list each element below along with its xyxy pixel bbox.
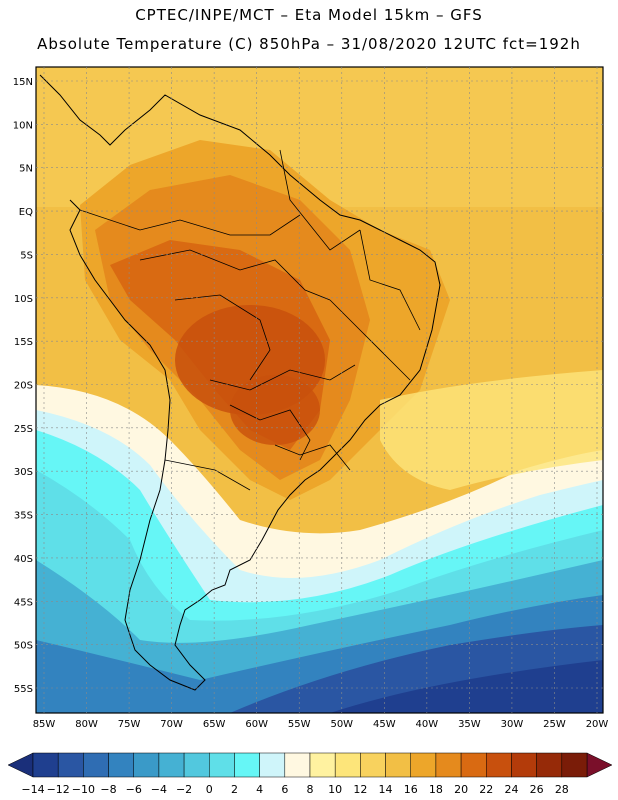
lon-label: 75W (118, 719, 141, 730)
colorbar-label: 6 (281, 783, 288, 796)
country-borders (79, 149, 421, 491)
colorbar-swatch (536, 752, 563, 778)
lon-label: 55W (288, 719, 311, 730)
colorbar-swatch (561, 752, 588, 778)
lon-label: 70W (160, 719, 183, 730)
map-frame (35, 66, 604, 714)
colorbar-swatch (83, 752, 109, 778)
colorbar-label: 24 (504, 783, 518, 796)
lon-label: 60W (245, 719, 268, 730)
colorbar-swatch (57, 752, 84, 778)
colorbar-label: −14 (21, 783, 44, 796)
colorbar-label: 4 (256, 783, 263, 796)
colorbar-swatch (309, 752, 336, 778)
lon-label: 50W (330, 719, 353, 730)
lat-label: EQ (19, 207, 33, 218)
colorbar-label: −6 (126, 783, 142, 796)
lon-label: 65W (203, 719, 226, 730)
colorbar-label: −10 (72, 783, 95, 796)
colorbar-swatch (360, 752, 386, 778)
lat-label: 20S (14, 381, 33, 392)
colorbar-swatch (209, 752, 235, 778)
map-title: CPTEC/INPE/MCT – Eta Model 15km – GFS (135, 6, 483, 24)
colorbar-label: 0 (206, 783, 213, 796)
lat-label: 45S (14, 597, 33, 608)
colorbar-label: −12 (47, 783, 70, 796)
colorbar-label: 22 (479, 783, 493, 796)
lon-label: 40W (416, 719, 439, 730)
colorbar-swatch (385, 752, 411, 778)
lon-label: 30W (501, 719, 524, 730)
colorbar-swatch (133, 752, 160, 778)
colorbar-label: 10 (328, 783, 342, 796)
colorbar-swatch (435, 752, 462, 778)
coastline (39, 74, 441, 691)
lat-label: 5N (19, 164, 33, 175)
colorbar-swatch (32, 752, 59, 778)
colorbar-swatch (410, 752, 437, 778)
colorbar-label: 26 (530, 783, 544, 796)
colorbar-swatch (234, 752, 260, 778)
colorbar-swatch (511, 752, 537, 778)
colorbar-low-triangle (7, 752, 34, 778)
lat-label: 10S (14, 294, 33, 305)
colorbar-label: 12 (353, 783, 367, 796)
colorbar-label: 8 (307, 783, 314, 796)
map-subtitle: Absolute Temperature (C) 850hPa – 31/08/… (37, 35, 581, 53)
lat-label: 5S (20, 250, 33, 261)
lat-label: 35S (14, 511, 33, 522)
colorbar-swatch (183, 752, 210, 778)
colorbar-swatch (334, 752, 361, 778)
colorbar-label: −8 (100, 783, 116, 796)
map-field (36, 67, 603, 713)
colorbar-label: −4 (151, 783, 167, 796)
lat-label: 55S (14, 684, 33, 695)
lat-label: 40S (14, 554, 33, 565)
colorbar-label: 16 (404, 783, 418, 796)
colorbar-label: 18 (429, 783, 443, 796)
lat-label: 15S (14, 337, 33, 348)
colorbar-label: 14 (379, 783, 393, 796)
lat-label: 25S (14, 424, 33, 435)
lon-label: 85W (33, 719, 56, 730)
latitude-labels: 15N 10N 5N EQ 5S 10S 15S 20S 25S 30S 35S 40S 45S 50S 5… (13, 77, 33, 695)
colorbar-swatch (158, 752, 185, 778)
colorbar-swatch (284, 752, 311, 778)
colorbar-label: 2 (231, 783, 238, 796)
lat-label: 30S (14, 467, 33, 478)
colorbar-swatch (460, 752, 487, 778)
colorbar-label: 28 (555, 783, 569, 796)
colorbar-swatch (486, 752, 512, 778)
colorbar-swatch (259, 752, 286, 778)
colorbar-label: −2 (176, 783, 192, 796)
colorbar-swatch (108, 752, 134, 778)
colorbar-high-triangle (586, 752, 613, 778)
longitude-labels: 85W 80W 75W 70W 65W 60W 55W 50W 45W 40W 35W 30W 25W 2… (33, 719, 609, 730)
lat-label: 50S (14, 641, 33, 652)
lon-label: 45W (373, 719, 396, 730)
colorbar: −14 −12 −10 −8 −6 −4 −2 0 2 4 6 8 10 12 14 16 18 20 22 24 26… (7, 752, 613, 796)
lon-label: 25W (543, 719, 566, 730)
lat-label: 15N (13, 77, 33, 88)
lon-label: 20W (586, 719, 609, 730)
colorbar-label: 20 (454, 783, 468, 796)
lat-label: 10N (13, 120, 33, 131)
lon-label: 80W (75, 719, 98, 730)
lon-label: 35W (458, 719, 481, 730)
